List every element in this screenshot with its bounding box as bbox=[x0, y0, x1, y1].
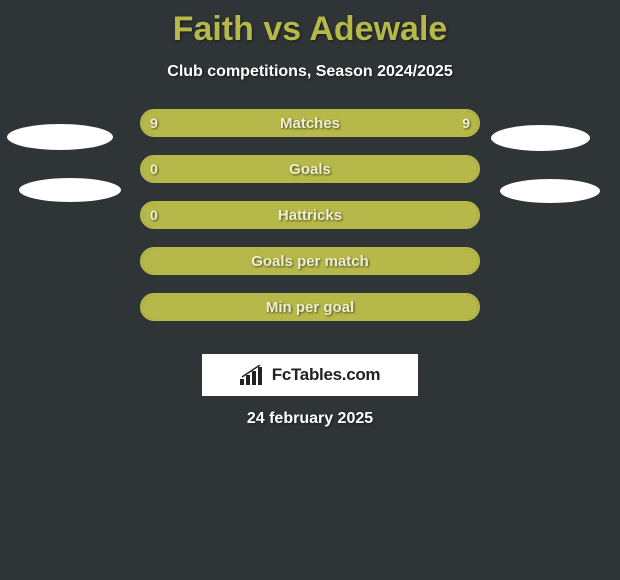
player-photo-right bbox=[500, 179, 600, 203]
brand-badge: FcTables.com bbox=[202, 354, 418, 396]
bar-fill-left bbox=[142, 295, 478, 319]
brand-text: FcTables.com bbox=[272, 365, 381, 385]
stat-value-left: 9 bbox=[150, 109, 158, 137]
bar-fill-left bbox=[142, 249, 478, 273]
bar-fill-left bbox=[142, 157, 478, 181]
stat-row: Goals per match bbox=[0, 247, 620, 293]
stat-bar: Goals bbox=[140, 155, 480, 183]
stat-value-left: 0 bbox=[150, 201, 158, 229]
stat-value-right: 9 bbox=[462, 109, 470, 137]
player-photo-right bbox=[491, 125, 590, 151]
stat-bar: Hattricks bbox=[140, 201, 480, 229]
player-photo-left bbox=[7, 124, 113, 150]
date-label: 24 february 2025 bbox=[0, 410, 620, 428]
stat-row: Min per goal bbox=[0, 293, 620, 339]
stat-bar: Goals per match bbox=[140, 247, 480, 275]
bar-fill-left bbox=[142, 203, 478, 227]
page-title: Faith vs Adewale bbox=[0, 0, 620, 49]
stat-value-left: 0 bbox=[150, 155, 158, 183]
stat-row: Hattricks0 bbox=[0, 201, 620, 247]
brand-icon bbox=[240, 365, 266, 385]
stat-bar: Matches bbox=[140, 109, 480, 137]
bar-fill-left bbox=[142, 111, 478, 135]
player-photo-left bbox=[19, 178, 121, 202]
stat-bar: Min per goal bbox=[140, 293, 480, 321]
subtitle: Club competitions, Season 2024/2025 bbox=[0, 63, 620, 81]
